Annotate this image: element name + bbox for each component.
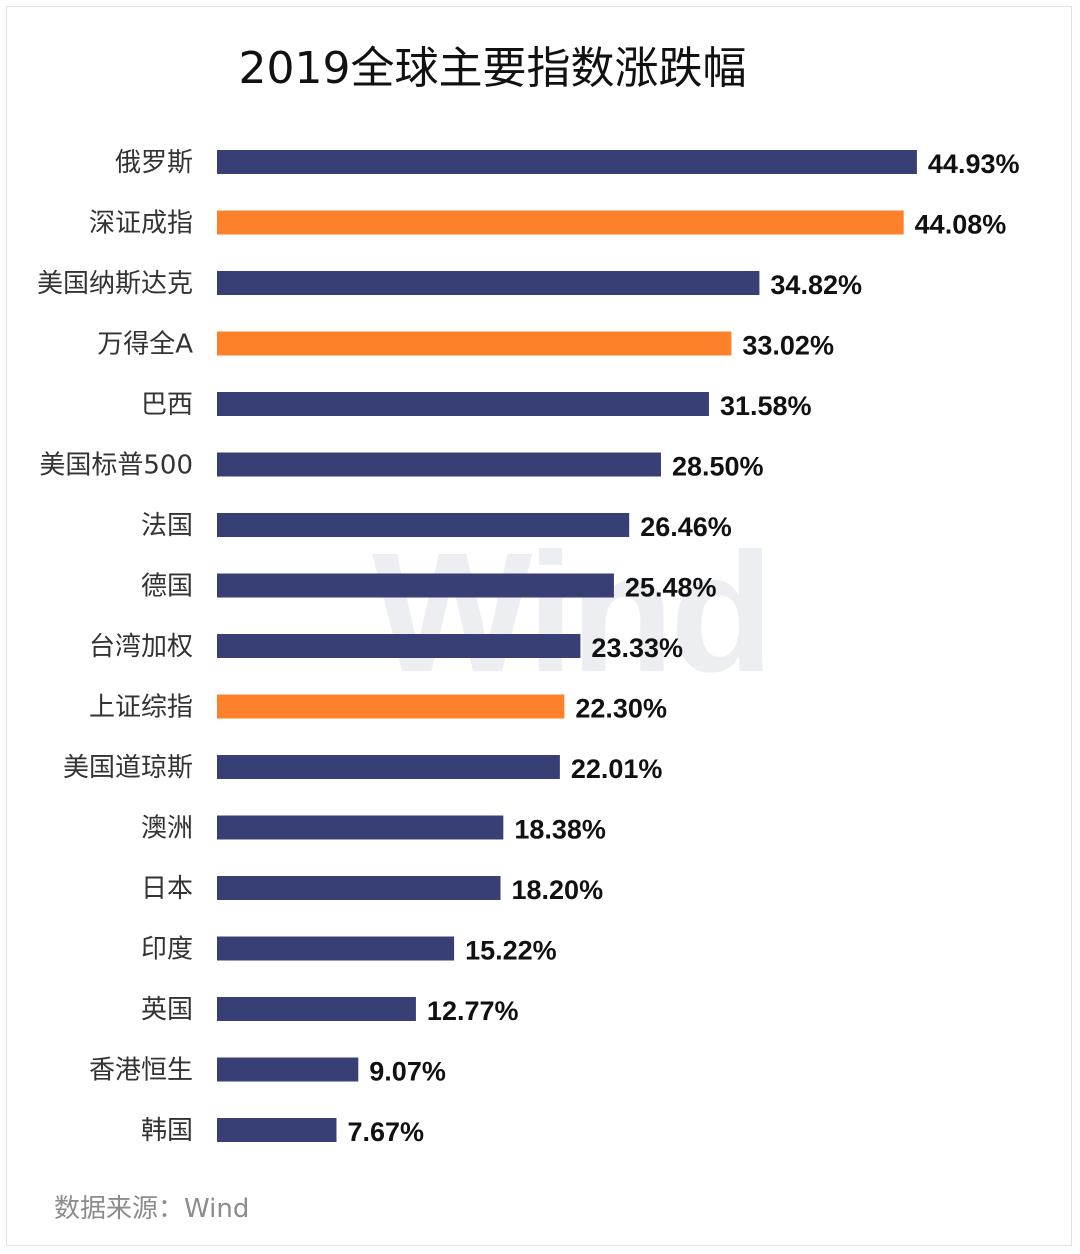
value-label: 15.22%	[465, 936, 557, 966]
value-label: 44.08%	[915, 210, 1007, 240]
bar	[217, 392, 709, 416]
value-label: 26.46%	[640, 512, 732, 542]
value-label: 25.48%	[625, 573, 717, 603]
category-label: 台湾加权	[89, 632, 193, 662]
bar	[217, 210, 904, 235]
category-label: 万得全A	[97, 330, 193, 360]
bar	[217, 271, 760, 295]
category-label: 香港恒生	[89, 1056, 193, 1086]
bar	[217, 997, 416, 1021]
category-label: 美国纳斯达克	[37, 269, 193, 299]
bar	[217, 936, 455, 961]
value-label: 18.38%	[514, 815, 606, 845]
value-label: 33.02%	[742, 331, 834, 361]
category-label: 深证成指	[89, 209, 193, 239]
bar	[217, 1118, 337, 1142]
category-label: 英国	[141, 995, 193, 1025]
bar-chart: 俄罗斯 44.93% 深证成指 44.08% 美国纳斯达克 34.82% 万得全A 33.02…	[37, 148, 1020, 1147]
value-label: 7.67%	[347, 1117, 424, 1147]
category-label: 印度	[141, 935, 193, 965]
value-label: 22.30%	[575, 694, 667, 724]
bar	[217, 331, 732, 356]
value-label: 12.77%	[427, 996, 519, 1026]
source-note: 数据来源：Wind	[54, 1194, 250, 1224]
bar	[217, 1057, 359, 1082]
wind-watermark: Wind	[372, 518, 774, 708]
bar	[217, 573, 614, 598]
value-label: 28.50%	[672, 452, 764, 482]
value-label: 31.58%	[720, 391, 812, 421]
bar	[217, 876, 501, 900]
category-label: 美国标普500	[39, 451, 193, 481]
bar	[217, 634, 581, 658]
category-label: 德国	[141, 572, 193, 602]
chart-title: 2019全球主要指数涨跌幅	[238, 43, 747, 94]
category-label: 韩国	[141, 1116, 193, 1146]
bar	[217, 452, 661, 477]
value-label: 44.93%	[928, 149, 1020, 179]
bar	[217, 150, 917, 174]
value-label: 9.07%	[369, 1057, 446, 1087]
bar	[217, 513, 630, 537]
category-label: 法国	[141, 511, 193, 541]
category-label: 美国道琼斯	[63, 753, 193, 783]
category-label: 日本	[141, 874, 193, 904]
value-label: 34.82%	[770, 270, 862, 300]
value-label: 18.20%	[512, 875, 604, 905]
value-label: 22.01%	[571, 754, 663, 784]
category-label: 上证综指	[89, 693, 193, 723]
category-label: 澳洲	[141, 814, 193, 844]
category-label: 巴西	[141, 390, 193, 420]
bar	[217, 694, 565, 719]
value-label: 23.33%	[591, 633, 683, 663]
bar	[217, 755, 560, 779]
category-label: 俄罗斯	[115, 148, 193, 178]
bar	[217, 815, 504, 840]
